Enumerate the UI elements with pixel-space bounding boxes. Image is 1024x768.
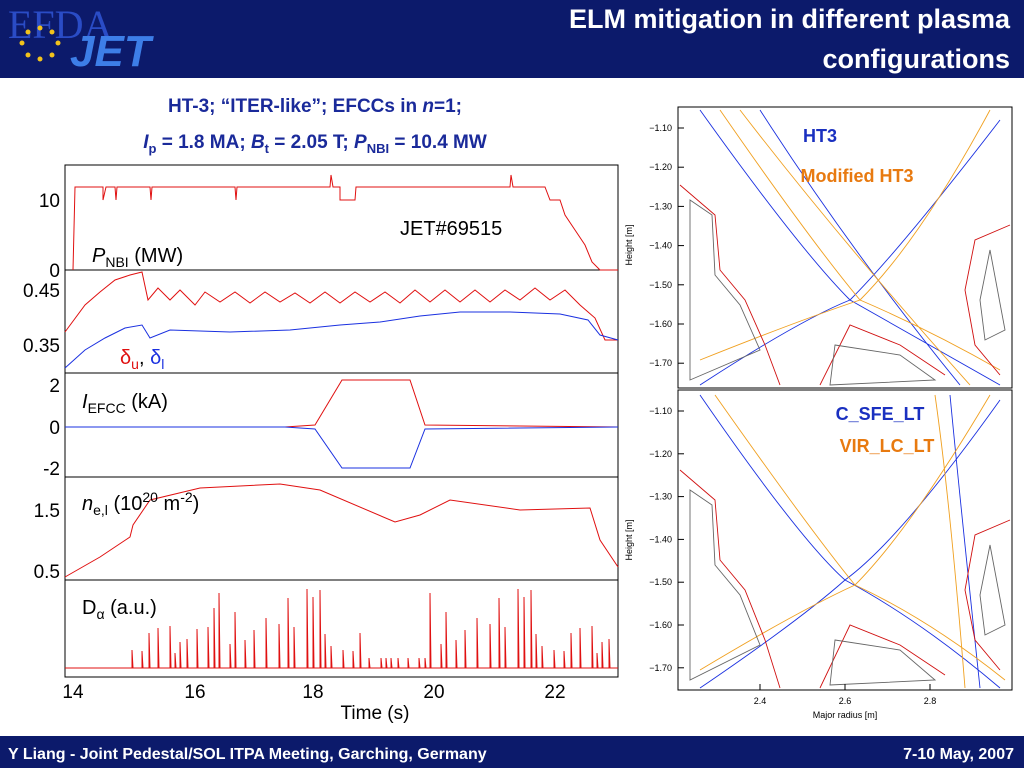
x-tick-label: 2.8 xyxy=(924,696,937,706)
y-tick-label: 0.35 xyxy=(23,336,60,357)
right-ticks: −1.10 −1.20 −1.30 −1.40 −1.50 −1.60 −1.70 −1.10… xyxy=(649,123,936,706)
header-bar xyxy=(0,0,1024,78)
y-tick-label: 0.45 xyxy=(23,281,60,302)
y-tick-label: −1.70 xyxy=(649,663,672,673)
x-tick-label: 20 xyxy=(423,682,444,703)
x-tick-label: 16 xyxy=(184,682,205,703)
title: configurations xyxy=(823,44,1011,74)
x-axis-label: Major radius [m] xyxy=(813,710,878,720)
config-name: VIR_LC_LT xyxy=(840,436,935,456)
panel-label: IEFCC (kA) xyxy=(82,391,168,416)
y-tick-label: 0 xyxy=(49,261,60,282)
y-tick-label: −1.50 xyxy=(649,577,672,587)
y-tick-label: −1.60 xyxy=(649,620,672,630)
y-tick-label: -2 xyxy=(43,459,60,480)
y-tick-label: 10 xyxy=(39,191,60,212)
y-tick-label: −1.50 xyxy=(649,280,672,290)
y-tick-label: −1.70 xyxy=(649,358,672,368)
x-tick-label: 18 xyxy=(302,682,323,703)
caption: Ip = 1.8 MA; Bt = 2.05 T; PNBI = 10.4 MW xyxy=(143,132,487,156)
y-tick-label: −1.20 xyxy=(649,449,672,459)
panel-label: Dα (a.u.) xyxy=(82,597,157,622)
x-tick-label: 2.6 xyxy=(839,696,852,706)
shot-number: JET#69515 xyxy=(400,218,502,240)
y-tick-label: −1.20 xyxy=(649,162,672,172)
plot-frames xyxy=(64,164,619,678)
y-tick-label: 2 xyxy=(49,376,60,397)
footer-right: 7-10 May, 2007 xyxy=(903,746,1014,763)
footer-left: Y Liang - Joint Pedestal/SOL ITPA Meetin… xyxy=(8,746,487,763)
caption: HT-3; “ITER-like”; EFCCs in n=1; xyxy=(168,96,462,117)
logo-stars xyxy=(19,25,61,62)
equilibrium-plots xyxy=(677,106,1013,691)
x-axis-label: Time (s) xyxy=(341,703,410,724)
x-tick-label: 22 xyxy=(544,682,565,703)
config-name: C_SFE_LT xyxy=(836,404,925,424)
x-tick-labels: 14 16 18 20 22 Time (s) xyxy=(62,682,565,724)
x-tick-label: 14 xyxy=(62,682,84,703)
logo-efda: EFDA xyxy=(8,2,113,47)
footer-bar xyxy=(0,736,1024,768)
y-tick-label: −1.30 xyxy=(649,492,672,502)
config-name: Modified HT3 xyxy=(801,166,914,186)
y-axis-label: Height [m] xyxy=(624,519,634,560)
logo-jet: JET xyxy=(70,27,154,76)
y-axis-label: Height [m] xyxy=(624,224,634,265)
title: ELM mitigation in different plasma xyxy=(569,4,1011,34)
y-tick-label: −1.10 xyxy=(649,123,672,133)
y-tick-label: −1.40 xyxy=(649,534,672,544)
y-tick-label: −1.30 xyxy=(649,201,672,211)
y-tick-label: −1.60 xyxy=(649,319,672,329)
y-tick-label: 1.5 xyxy=(34,501,60,522)
y-tick-labels: 10 0 0.45 0.35 2 0 -2 1.5 0.5 xyxy=(23,191,60,583)
y-tick-label: 0 xyxy=(49,418,60,439)
y-tick-label: −1.40 xyxy=(649,241,672,251)
y-tick-label: 0.5 xyxy=(34,562,60,583)
config-name: HT3 xyxy=(803,126,837,146)
traces xyxy=(64,174,619,669)
panel-label: ne,l (1020 m-2) xyxy=(82,489,199,518)
panel-label: PNBI (MW) xyxy=(92,245,183,270)
panel-label: δu, δl xyxy=(120,347,164,372)
y-tick-label: −1.10 xyxy=(649,406,672,416)
x-tick-label: 2.4 xyxy=(754,696,767,706)
